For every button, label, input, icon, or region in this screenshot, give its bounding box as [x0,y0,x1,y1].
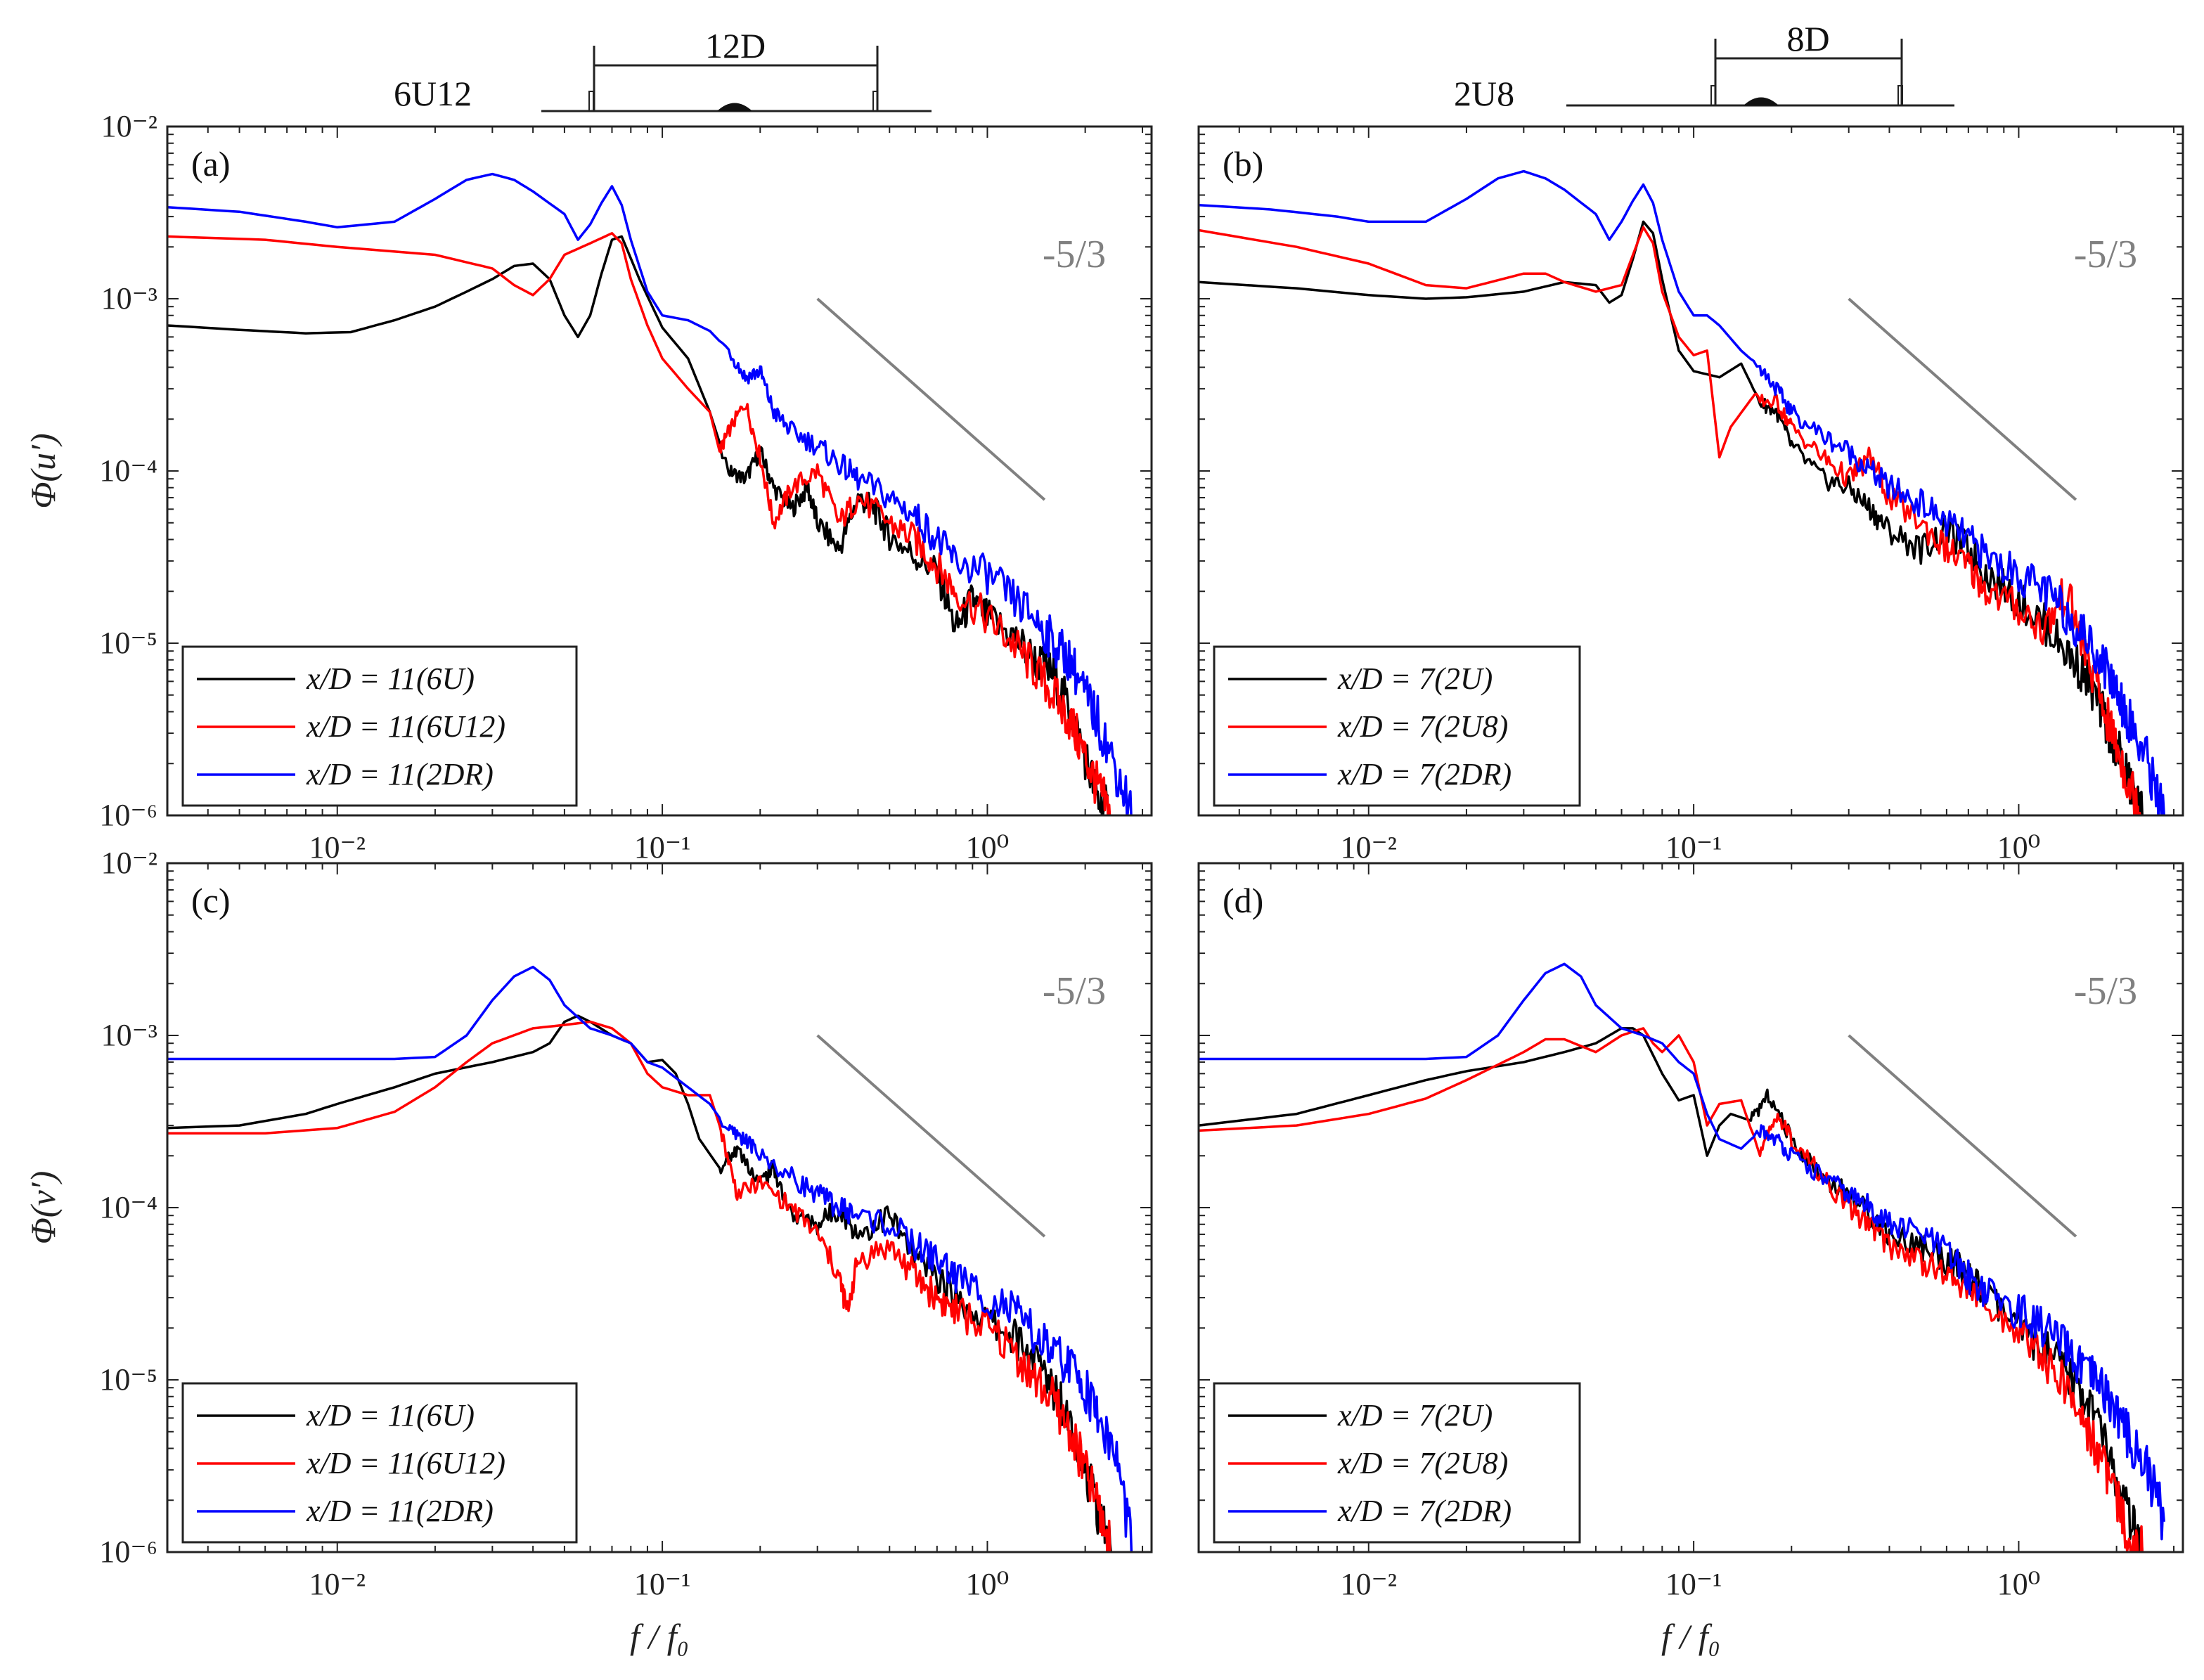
y-tick-label: 10⁻³ [101,281,157,316]
series-group [1199,962,2165,1552]
x-tick-label: 10⁻¹ [634,830,690,865]
legend-entry-2: x/D = 7(2DR) [1337,1494,1512,1528]
legend: x/D = 7(2U) x/D = 7(2U8) x/D = 7(2DR) [1213,1382,1581,1544]
legend-entry-1: x/D = 11(6U12) [306,1446,505,1480]
legend-entry-0: x/D = 11(6U) [306,1398,475,1433]
panel-label: (d) [1223,881,1263,920]
legend-entry-1: x/D = 7(2U8) [1337,709,1508,744]
series-group [167,172,1133,815]
plot-frame [166,862,1153,1553]
y-axis-label: Φ(u′) [23,433,63,508]
schematic-2u8: 2U8 8D [1454,19,1954,113]
y-tick-label: 10⁻⁴ [99,453,157,488]
y-tick-label: 10⁻⁶ [99,798,157,832]
plot-frame [1197,125,2184,817]
x-tick-label: 10⁰ [966,830,1010,865]
y-tick-label: 10⁻⁴ [99,1190,157,1225]
slope-label: -5/3 [1043,969,1106,1013]
series-line-0 [1199,220,2144,815]
x-axis-label-right: f / f₀ [1661,1617,1720,1656]
slope-reference-line [816,297,1046,501]
panel-a: 10⁻² 10⁻¹ 10⁰ 10⁻⁶ 10⁻⁵ 10⁻⁴ 10⁻³ 10⁻² Φ(u′) -5/3… [23,109,1153,865]
panel-b: 10⁻² 10⁻¹ 10⁰ -5/3 (b) x/D = 7(2U) x/D = 7(2U8… [1197,125,2184,865]
x-tick-label: 10⁻² [309,1567,366,1601]
legend: x/D = 11(6U) x/D = 11(6U12) x/D = 11(2DR) [181,1382,578,1544]
legend-entry-1: x/D = 7(2U8) [1337,1446,1508,1480]
legend-entry-0: x/D = 11(6U) [306,661,475,696]
x-tick-label: 10⁻¹ [1665,830,1722,865]
schematic-6u12: 6U12 12D [394,26,932,113]
slope-label: -5/3 [1043,233,1106,276]
series-line-0 [167,1014,1112,1552]
legend-entry-1: x/D = 11(6U12) [306,709,505,744]
legend: x/D = 7(2U) x/D = 7(2U8) x/D = 7(2DR) [1213,645,1581,807]
panel-label: (a) [191,144,231,183]
panel-label: (c) [191,881,231,920]
panels: 10⁻² 10⁻¹ 10⁰ 10⁻⁶ 10⁻⁵ 10⁻⁴ 10⁻³ 10⁻² Φ(u′) -5/3… [23,109,2184,1601]
y-axis-label: Φ(v′) [23,1171,63,1245]
legend: x/D = 11(6U) x/D = 11(6U12) x/D = 11(2DR) [181,645,578,807]
x-tick-label: 10⁰ [1997,830,2041,865]
legend-entry-2: x/D = 11(2DR) [306,757,494,791]
x-axis-label-left: f / f₀ [630,1617,689,1656]
panel-d: 10⁻² 10⁻¹ 10⁰ -5/3 (d) x/D = 7(2U) x/D = 7(2U8… [1197,862,2184,1601]
slope-label: -5/3 [2074,233,2137,276]
x-tick-label: 10⁻¹ [634,1567,690,1601]
series-line-1 [167,1020,1111,1552]
x-tick-label: 10⁰ [966,1567,1010,1601]
plot-frame [1197,862,2184,1553]
series-line-2 [1199,962,2165,1541]
slope-label: -5/3 [2074,969,2137,1013]
x-tick-label: 10⁻² [1341,830,1397,865]
x-tick-label: 10⁻¹ [1665,1567,1722,1601]
series-line-2 [1199,169,2165,815]
series-group [167,965,1133,1552]
y-tick-label: 10⁻³ [101,1018,157,1052]
legend-entry-2: x/D = 11(2DR) [306,1494,494,1528]
y-tick-label: 10⁻² [101,846,157,880]
legend-entry-2: x/D = 7(2DR) [1337,757,1512,791]
legend-entry-0: x/D = 7(2U) [1337,661,1493,696]
y-tick-label: 10⁻⁵ [99,626,157,660]
series-line-2 [167,172,1133,815]
slope-reference-line [1848,297,2077,501]
y-tick-label: 10⁻² [101,109,157,143]
y-tick-label: 10⁻⁵ [99,1362,157,1397]
series-line-2 [167,965,1133,1552]
legend-box [181,1382,578,1544]
schematic-span-label-8d: 8D [1786,19,1829,58]
panel-label: (b) [1223,144,1263,183]
plot-frame [166,125,1153,817]
slope-reference-line [816,1034,1046,1238]
x-tick-label: 10⁰ [1997,1567,2041,1601]
panel-c: 10⁻² 10⁻¹ 10⁰ 10⁻⁶ 10⁻⁵ 10⁻⁴ 10⁻³ 10⁻² Φ(v′) -5/3… [23,846,1153,1601]
y-tick-label: 10⁻⁶ [99,1534,157,1569]
schematic-config-label-2u8: 2U8 [1454,74,1514,113]
slope-reference-line [1848,1034,2077,1238]
schematic-config-label-6u12: 6U12 [394,74,472,113]
schematic-span-label-12d: 12D [705,26,766,65]
series-line-1 [167,232,1111,815]
series-group [1199,169,2165,815]
x-tick-label: 10⁻² [1341,1567,1397,1601]
x-tick-label: 10⁻² [309,830,366,865]
legend-entry-0: x/D = 7(2U) [1337,1398,1493,1433]
